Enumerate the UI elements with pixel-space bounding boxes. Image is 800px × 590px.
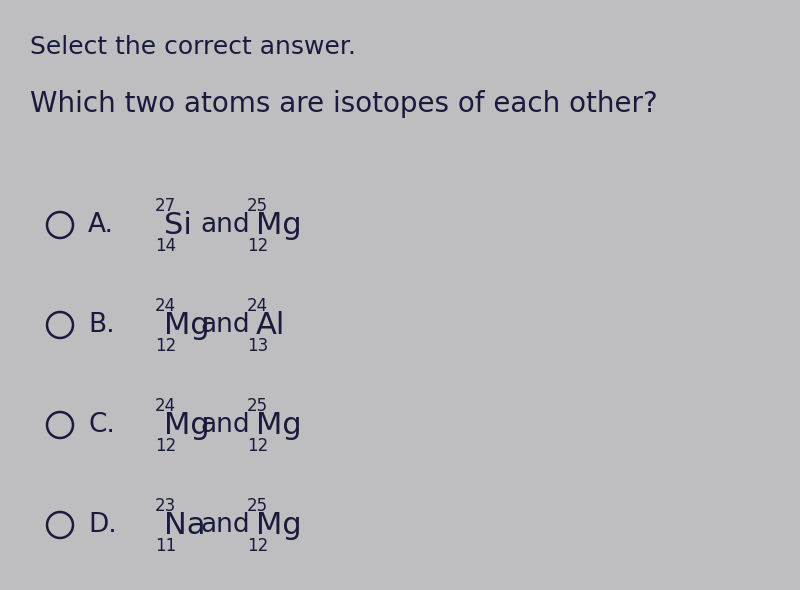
Text: 12: 12 [155, 437, 176, 455]
Text: D.: D. [88, 512, 117, 538]
Text: and: and [201, 512, 250, 538]
Text: 25: 25 [246, 497, 268, 515]
Text: Mg: Mg [256, 211, 302, 240]
Text: and: and [201, 312, 250, 338]
Text: and: and [201, 212, 250, 238]
Text: 14: 14 [155, 237, 176, 255]
Text: Mg: Mg [164, 411, 210, 440]
Text: 12: 12 [246, 437, 268, 455]
Text: 27: 27 [155, 197, 176, 215]
Text: Which two atoms are isotopes of each other?: Which two atoms are isotopes of each oth… [30, 90, 658, 118]
Text: 11: 11 [155, 537, 176, 555]
Text: 24: 24 [246, 297, 268, 315]
Text: 23: 23 [155, 497, 176, 515]
Text: Select the correct answer.: Select the correct answer. [30, 35, 356, 59]
Text: Mg: Mg [256, 411, 302, 440]
Text: 24: 24 [155, 297, 176, 315]
Text: Si: Si [164, 211, 192, 240]
Text: 12: 12 [246, 237, 268, 255]
Text: 12: 12 [155, 337, 176, 355]
Text: B.: B. [88, 312, 114, 338]
Text: 24: 24 [155, 397, 176, 415]
Text: C.: C. [88, 412, 115, 438]
Text: 12: 12 [246, 537, 268, 555]
Text: Na: Na [164, 510, 206, 539]
Text: Al: Al [256, 310, 285, 339]
Text: and: and [201, 412, 250, 438]
Text: Mg: Mg [164, 310, 210, 339]
Text: Mg: Mg [256, 510, 302, 539]
Text: A.: A. [88, 212, 114, 238]
Text: 13: 13 [246, 337, 268, 355]
Text: 25: 25 [246, 197, 268, 215]
Text: 25: 25 [246, 397, 268, 415]
